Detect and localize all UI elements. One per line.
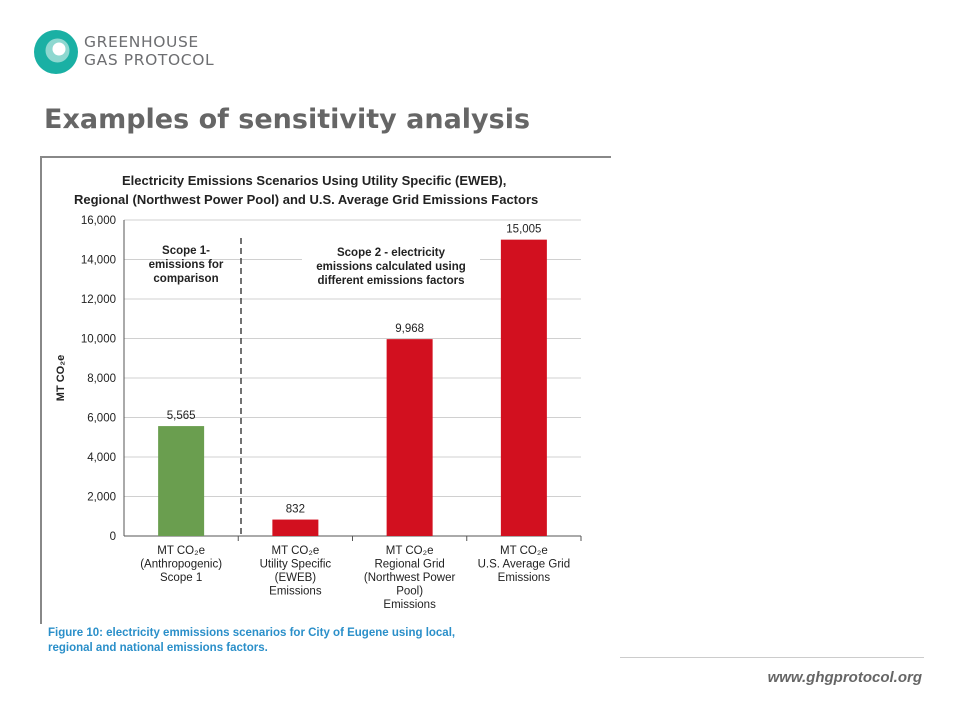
- x-tick-label: Regional Grid: [374, 559, 444, 571]
- x-tick-label: Scope 1: [160, 572, 202, 584]
- y-tick-label: 14,000: [81, 255, 116, 267]
- scope1-annotation: Scope 1-: [162, 245, 210, 257]
- x-tick-label: (Northwest Power: [364, 572, 456, 584]
- y-tick-label: 8,000: [87, 373, 116, 385]
- x-tick-label: Pool): [396, 586, 423, 598]
- scope2-annotation-bg: [302, 243, 480, 289]
- y-tick-label: 0: [110, 531, 116, 543]
- chart-title-line1: Electricity Emissions Scenarios Using Ut…: [122, 173, 506, 188]
- x-tick-label: (Anthropogenic): [140, 559, 222, 571]
- x-tick-label: (EWEB): [275, 572, 317, 584]
- scope1-annotation: comparison: [153, 273, 218, 285]
- slide-title: Examples of sensitivity analysis: [44, 104, 531, 135]
- y-tick-label: 2,000: [87, 492, 116, 504]
- x-tick-label: Emissions: [269, 586, 322, 598]
- logo-wordmark: GREENHOUSE GAS PROTOCOL: [84, 33, 214, 69]
- y-tick-label: 16,000: [81, 215, 116, 227]
- scope1-annotation: emissions for: [149, 259, 224, 271]
- bar: [386, 339, 433, 536]
- footer-rule: [620, 657, 924, 658]
- y-tick-label: 10,000: [81, 334, 116, 346]
- y-tick-labels: 0 2,000 4,000 6,000 8,000 10,000 12,000 14,000 1…: [81, 215, 116, 543]
- logo-line2: GAS PROTOCOL: [84, 51, 215, 69]
- x-tick-label: MT CO₂e: [500, 545, 548, 557]
- y-tick-label: 4,000: [87, 452, 116, 464]
- y-tick-label: 12,000: [81, 294, 116, 306]
- scope2-annotation: emissions calculated using: [316, 261, 466, 273]
- x-tick-label: U.S. Average Grid: [478, 559, 570, 571]
- logo-line1: GREENHOUSE: [84, 33, 199, 51]
- figure-top-rule: [40, 156, 611, 158]
- scope2-annotation: Scope 2 - electricity: [337, 247, 446, 259]
- bar: [272, 519, 319, 536]
- bar: [500, 239, 547, 536]
- x-tick-label: Emissions: [383, 599, 436, 611]
- ghg-protocol-logo-icon: [34, 30, 78, 74]
- y-tick-label: 6,000: [87, 413, 116, 425]
- caption-line1: Figure 10: electricity emmissions scenar…: [48, 627, 456, 639]
- bar-data-label: 9,968: [395, 323, 424, 335]
- figure-caption: Figure 10: electricity emmissions scenar…: [48, 626, 455, 656]
- footer-url[interactable]: www.ghgprotocol.org: [767, 669, 922, 686]
- x-tick-label: MT CO₂e: [157, 545, 205, 557]
- scope2-annotation: different emissions factors: [318, 275, 465, 287]
- figure-left-rule: [40, 156, 42, 624]
- bar-data-label: 832: [286, 504, 305, 516]
- chart-title-line2: Regional (Northwest Power Pool) and U.S.…: [74, 192, 538, 207]
- x-tick-label: Utility Specific: [260, 559, 332, 571]
- bar-data-label: 5,565: [167, 410, 196, 422]
- x-tick-label: MT CO₂e: [272, 545, 320, 557]
- scope-annotations: Scope 1- emissions for comparison Scope 2 -…: [149, 243, 480, 289]
- x-tick-label: MT CO₂e: [386, 545, 434, 557]
- x-tick-label: Emissions: [498, 572, 551, 584]
- x-tick-labels: MT CO₂e (Anthropogenic)Scope 1 MT CO₂e Util…: [140, 545, 570, 611]
- y-axis-label: MT CO₂e: [55, 355, 67, 401]
- caption-line2: regional and national emissions factors.: [48, 642, 268, 654]
- bar: [158, 426, 205, 536]
- emissions-bar-chart: Electricity Emissions Scenarios Using Ut…: [55, 173, 582, 611]
- bar-data-label: 15,005: [506, 224, 541, 236]
- bars: 5,565 832 9,968 15,005: [158, 224, 582, 541]
